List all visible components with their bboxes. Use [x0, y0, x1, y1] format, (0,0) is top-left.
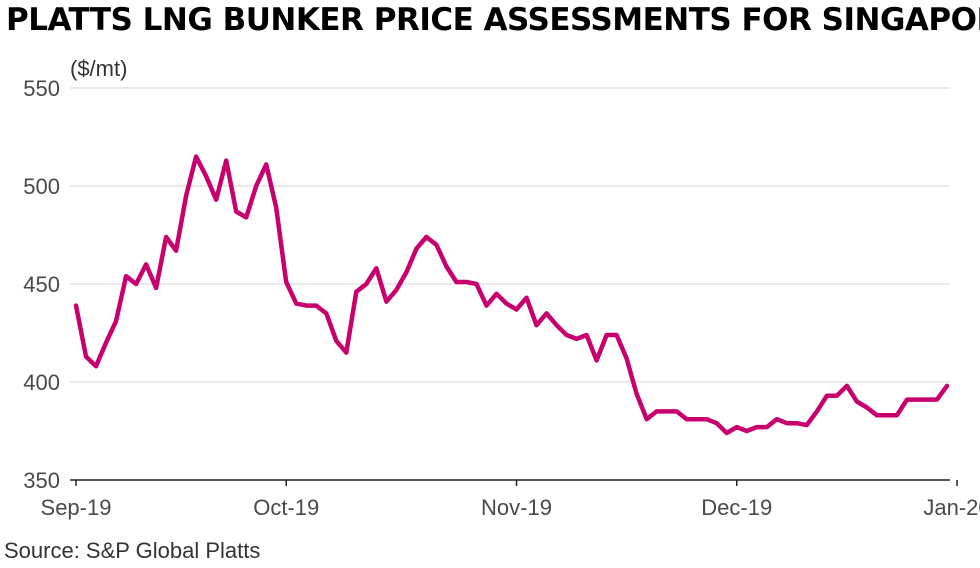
y-tick-label: 400 [23, 370, 60, 395]
x-tick-label: Jan-20 [923, 495, 980, 520]
gridlines [70, 87, 950, 481]
series-group [73, 154, 950, 436]
y-tick-label: 500 [23, 174, 60, 199]
x-tick-label: Nov-19 [481, 495, 552, 520]
y-tick-label: 450 [23, 272, 60, 297]
y-axis-ticks: 550 500 450 400 350 [23, 76, 60, 493]
y-axis-unit-label: ($/mt) [70, 56, 127, 81]
chart-title: PLATTS LNG BUNKER PRICE ASSESSMENTS FOR … [6, 2, 980, 38]
x-tick-label: Dec-19 [701, 495, 772, 520]
source-note: Source: S&P Global Platts [4, 538, 261, 563]
x-tick-label: Oct-19 [253, 495, 319, 520]
x-axis-ticks: Sep-19 Oct-19 Nov-19 Dec-19 Jan-20 [41, 480, 980, 520]
y-tick-label: 550 [23, 76, 60, 101]
y-tick-label: 350 [23, 468, 60, 493]
x-tick-label: Sep-19 [41, 495, 112, 520]
price-series-line [73, 154, 950, 436]
